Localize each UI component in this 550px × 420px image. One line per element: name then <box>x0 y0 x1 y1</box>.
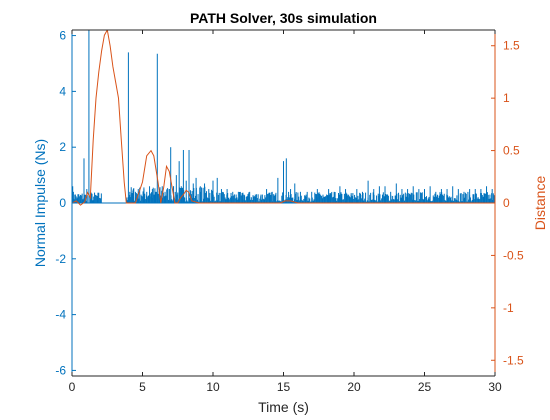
left-y-tick-label: 4 <box>59 84 66 98</box>
left-y-tick-label: 0 <box>59 196 66 210</box>
x-tick-label: 20 <box>347 380 361 394</box>
x-tick-label: 30 <box>488 380 502 394</box>
left-y-tick-label: -4 <box>55 308 66 322</box>
chart-title: PATH Solver, 30s simulation <box>190 10 377 26</box>
text-layer: PATH Solver, 30s simulation Time (s) Nor… <box>32 10 548 415</box>
x-axis-label: Time (s) <box>258 399 309 415</box>
right-y-tick-label: 1 <box>503 91 510 105</box>
right-y-tick-label: -1.5 <box>503 353 524 367</box>
left-y-tick-label: 2 <box>59 140 66 154</box>
x-tick-label: 0 <box>69 380 76 394</box>
axes-layer: 0 5 10 15 20 25 30 -6 -4 -2 0 2 4 6 -1.5 -1 -0.5 0 0.5 1 1.5 <box>55 29 524 394</box>
left-y-tick-label: 6 <box>59 29 66 43</box>
left-y-axis-label: Normal Impulse (Ns) <box>32 139 48 267</box>
x-tick-label: 25 <box>418 380 432 394</box>
right-y-tick-label: 1.5 <box>503 39 520 53</box>
series-layer <box>72 30 495 206</box>
x-tick-label: 5 <box>139 380 146 394</box>
left-y-tick-label: -6 <box>55 363 66 377</box>
x-tick-label: 10 <box>206 380 220 394</box>
x-tick-label: 15 <box>277 380 291 394</box>
right-y-tick-label: 0.5 <box>503 144 520 158</box>
right-y-tick-label: 0 <box>503 196 510 210</box>
right-y-tick-label: -0.5 <box>503 248 524 262</box>
left-y-tick-label: -2 <box>55 252 66 266</box>
right-y-tick-label: -1 <box>503 301 514 315</box>
right-y-axis-label: Distance <box>532 176 548 231</box>
distance-line <box>72 30 495 206</box>
plot-area <box>72 30 495 206</box>
